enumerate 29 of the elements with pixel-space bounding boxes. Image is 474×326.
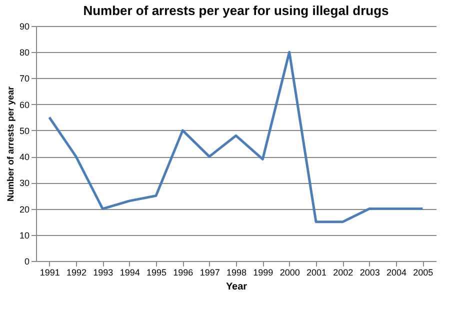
x-tick-label: 1992: [66, 268, 87, 278]
x-tick-label: 1994: [120, 268, 140, 278]
x-tick-label: 1998: [226, 268, 247, 278]
x-tick-label: 2001: [306, 268, 327, 278]
x-tick-label: 1991: [40, 268, 60, 278]
y-axis-title: Number of arrests per year: [5, 86, 16, 202]
x-tick-label: 2005: [413, 268, 434, 278]
y-tick-label: 50: [19, 126, 30, 136]
y-tick-label: 30: [19, 178, 30, 188]
x-axis-title: Year: [226, 282, 248, 292]
y-tick-label: 20: [19, 204, 30, 214]
x-tick-label: 1996: [173, 268, 194, 278]
x-tick-label: 1997: [200, 268, 220, 278]
y-tick-label: 60: [19, 100, 30, 110]
x-tick-label: 1999: [253, 268, 274, 278]
y-tick-label: 10: [19, 230, 30, 240]
line-series: [48, 50, 424, 224]
x-tick-label: 1995: [146, 268, 167, 278]
chart-title: Number of arrests per year for using illegal drugs: [83, 3, 389, 18]
y-tick-label: 80: [19, 48, 30, 58]
y-tick-label: 90: [19, 22, 30, 32]
x-tick-label: 2000: [280, 268, 300, 278]
x-tick-label: 2004: [386, 268, 407, 278]
x-tick-label: 2002: [333, 268, 354, 278]
y-tick-label: 70: [19, 74, 30, 84]
x-tick-label: 2003: [360, 268, 380, 278]
y-tick-label: 40: [19, 152, 30, 162]
x-tick-label: 1993: [93, 268, 114, 278]
y-tick-label: 0: [24, 256, 30, 266]
